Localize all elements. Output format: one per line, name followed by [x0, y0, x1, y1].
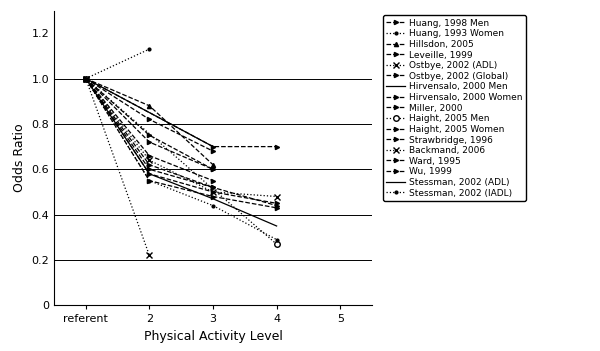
Legend: Huang, 1998 Men, Huang, 1993 Women, Hillsdon, 2005, Leveille, 1999, Ostbye, 2002: Huang, 1998 Men, Huang, 1993 Women, Hill… — [383, 15, 526, 201]
Y-axis label: Odds Ratio: Odds Ratio — [13, 124, 26, 192]
X-axis label: Physical Activity Level: Physical Activity Level — [143, 330, 283, 343]
